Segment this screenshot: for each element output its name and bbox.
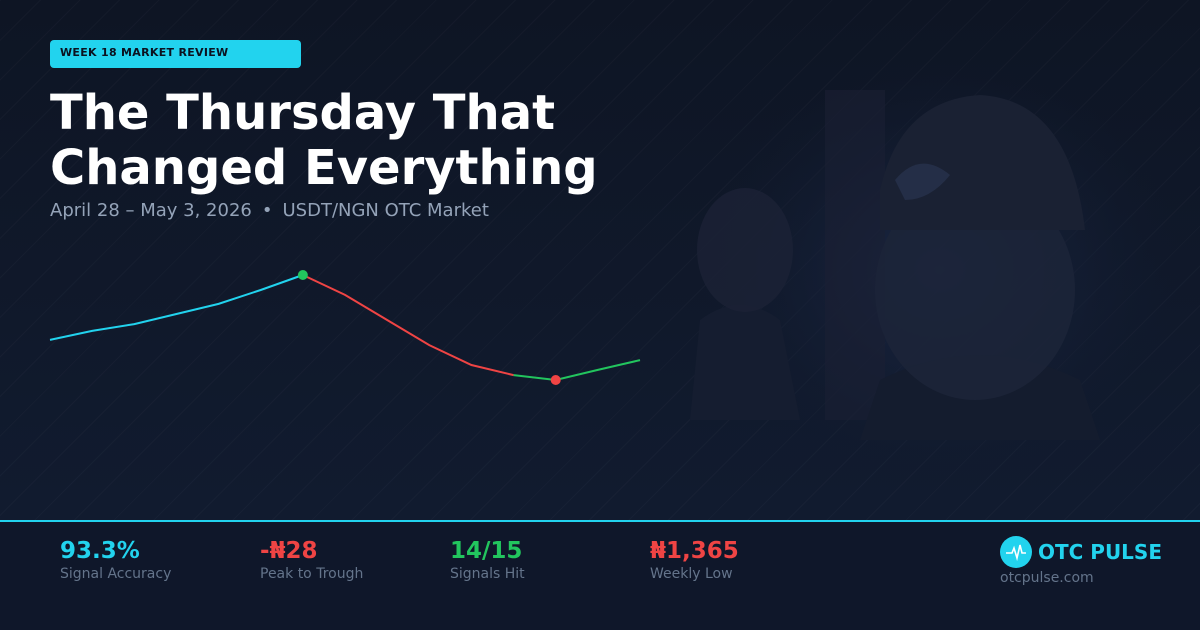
background-photo xyxy=(690,60,1180,480)
stat-label: Signal Accuracy xyxy=(60,566,172,582)
logo xyxy=(1000,536,1032,568)
marker xyxy=(297,270,308,280)
stat-label: Peak to Trough xyxy=(260,566,364,582)
stat-value: -₦28 xyxy=(260,538,318,564)
brand: OTC PULSE otcpulse.com xyxy=(1000,536,1162,586)
badge: WEEK 18 MARKET REVIEW xyxy=(50,40,301,68)
stat-label: Weekly Low xyxy=(650,566,733,582)
stat-value: 93.3% xyxy=(60,538,140,564)
subtitle: April 28 – May 3, 2026 • USDT/NGN OTC Mark… xyxy=(50,200,489,221)
stat: -₦28 Peak to Trough xyxy=(260,538,363,582)
chart xyxy=(49,270,641,385)
stat: 14/15 Signals Hit xyxy=(450,538,525,582)
stat: 93.3% Signal Accuracy xyxy=(60,538,171,582)
line xyxy=(49,274,304,341)
brand-name: OTC PULSE xyxy=(1038,540,1162,564)
date-range: April 28 – May 3, 2026 xyxy=(50,200,252,221)
line xyxy=(302,274,514,377)
stat-label: Signals Hit xyxy=(450,566,525,582)
brand-url: otcpulse.com xyxy=(1000,570,1094,586)
market: USDT/NGN OTC Market xyxy=(282,200,489,221)
separator: • xyxy=(261,200,273,221)
stat: ₦1,365 Weekly Low xyxy=(650,538,739,582)
footer: 93.3% Signal Accuracy -₦28 Peak to Troug… xyxy=(0,520,1200,630)
title: The Thursday That Changed Everything xyxy=(50,85,598,196)
stat-value: 14/15 xyxy=(450,538,523,564)
line xyxy=(513,359,641,382)
marker xyxy=(550,375,561,385)
stat-value: ₦1,365 xyxy=(650,538,739,564)
